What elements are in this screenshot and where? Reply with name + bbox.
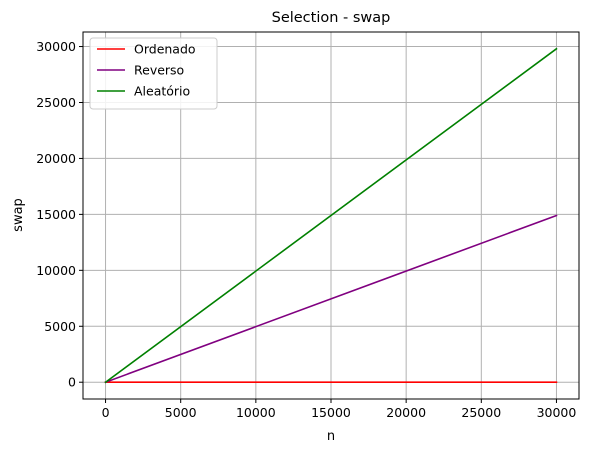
y-tick-label: 15000 (36, 207, 76, 222)
series-line-2 (104, 214, 558, 384)
x-tick-label: 30000 (537, 405, 577, 420)
y-tick-label: 20000 (36, 151, 76, 166)
x-tick-label: 25000 (461, 405, 501, 420)
y-tick-label: 10000 (36, 263, 76, 278)
y-tick-label: 5000 (44, 319, 76, 334)
y-tick-label: 0 (68, 375, 76, 390)
y-tick-label: 30000 (36, 39, 76, 54)
legend-label: Reverso (134, 63, 184, 78)
grid (83, 32, 579, 399)
x-tick-label: 0 (102, 405, 110, 420)
x-axis-title: n (327, 429, 335, 444)
series-lines (104, 47, 558, 384)
y-tick-label: 25000 (36, 95, 76, 110)
y-axis-ticks: 0 5000 10000 15000 20000 25000 30000 (36, 39, 83, 390)
legend-label: Ordenado (134, 42, 196, 57)
x-tick-label: 5000 (165, 405, 197, 420)
legend: Ordenado Reverso Aleatório (89, 37, 218, 110)
legend-label: Aleatório (134, 84, 190, 99)
y-axis-title: swap (11, 198, 26, 232)
x-tick-label: 20000 (386, 405, 426, 420)
x-tick-label: 15000 (311, 405, 351, 420)
series-line-3 (104, 47, 558, 384)
x-tick-label: 10000 (236, 405, 276, 420)
chart-title: Selection - swap (272, 10, 391, 26)
x-axis-ticks: 0 5000 10000 15000 20000 25000 30000 (102, 399, 577, 420)
